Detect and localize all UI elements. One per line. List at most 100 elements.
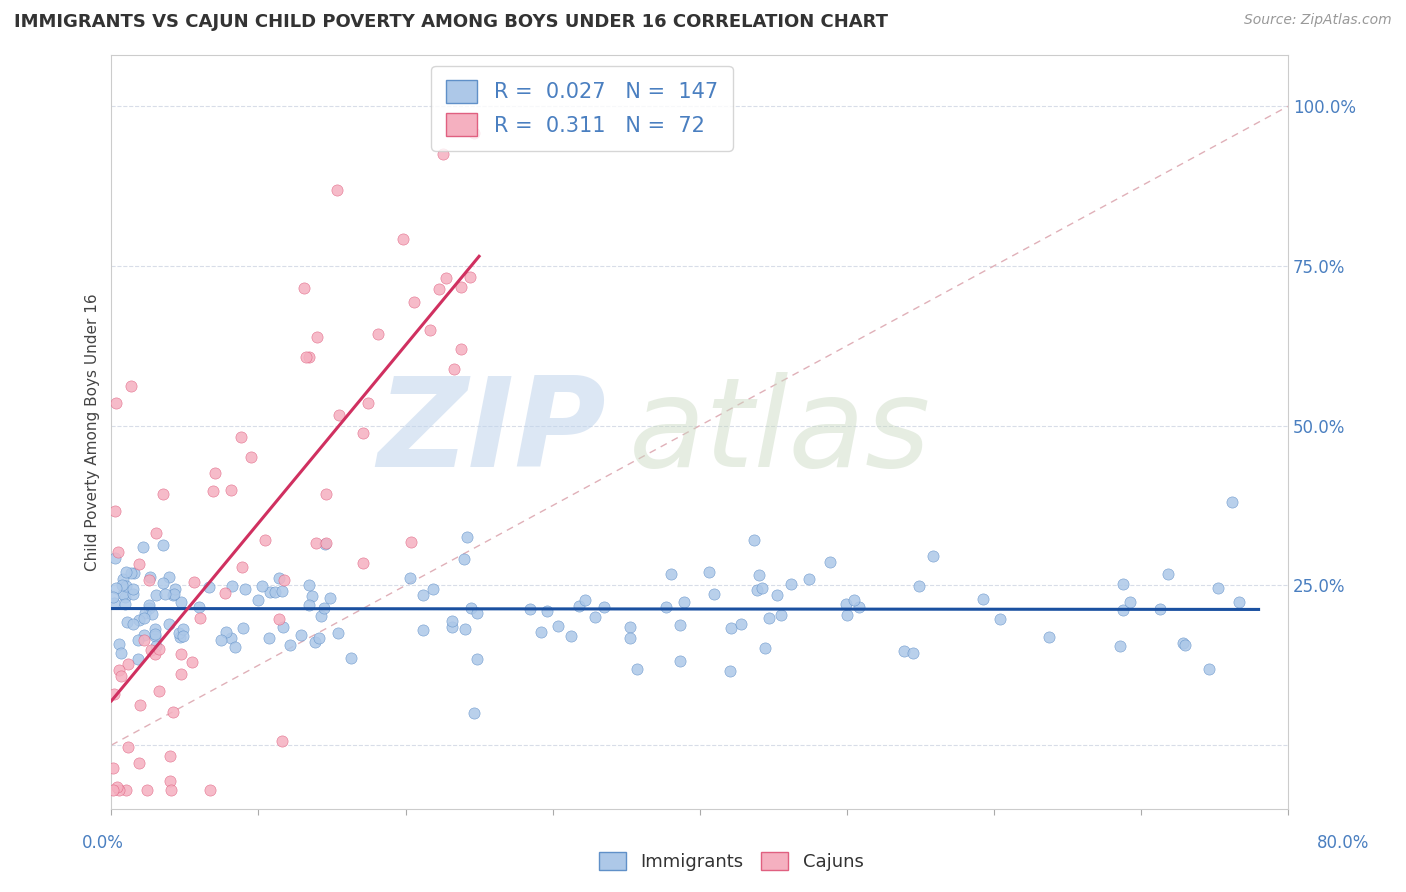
- Point: [138, 573, 160, 587]
- Point: [315, 486, 337, 500]
- Point: [134, 607, 156, 621]
- Point: [560, 629, 582, 643]
- Point: [127, 652, 149, 666]
- Point: [169, 648, 191, 662]
- Point: [172, 622, 194, 636]
- Point: [209, 632, 232, 647]
- Point: [128, 557, 150, 571]
- Point: [101, 762, 124, 776]
- Point: [1198, 662, 1220, 676]
- Point: [1174, 638, 1197, 652]
- Point: [254, 533, 277, 547]
- Point: [702, 587, 724, 601]
- Point: [152, 487, 174, 501]
- Point: [1206, 581, 1229, 595]
- Legend: R =  0.027   N =  147, R =  0.311   N =  72: R = 0.027 N = 147, R = 0.311 N = 72: [432, 65, 733, 151]
- Point: [450, 280, 472, 294]
- Point: [246, 592, 269, 607]
- Point: [145, 627, 167, 641]
- Point: [1149, 602, 1171, 616]
- Point: [290, 628, 312, 642]
- Point: [315, 535, 337, 549]
- Point: [269, 571, 291, 585]
- Point: [530, 624, 553, 639]
- Point: [769, 607, 792, 622]
- Point: [159, 749, 181, 764]
- Text: atlas: atlas: [628, 372, 931, 492]
- Legend: Immigrants, Cajuns: Immigrants, Cajuns: [592, 845, 870, 879]
- Point: [273, 573, 295, 587]
- Point: [747, 583, 769, 598]
- Point: [352, 556, 374, 570]
- Point: [108, 782, 131, 797]
- Point: [162, 705, 184, 719]
- Point: [412, 588, 434, 602]
- Point: [619, 631, 641, 645]
- Point: [157, 570, 180, 584]
- Point: [292, 281, 315, 295]
- Point: [139, 569, 162, 583]
- Point: [160, 782, 183, 797]
- Point: [818, 555, 841, 569]
- Point: [441, 614, 464, 628]
- Point: [111, 577, 134, 591]
- Point: [450, 343, 472, 357]
- Point: [120, 566, 142, 580]
- Point: [107, 663, 129, 677]
- Point: [132, 540, 155, 554]
- Point: [298, 578, 321, 592]
- Point: [259, 584, 281, 599]
- Point: [115, 782, 138, 797]
- Point: [465, 652, 488, 666]
- Point: [718, 664, 741, 678]
- Point: [111, 587, 134, 601]
- Point: [104, 581, 127, 595]
- Point: [162, 587, 184, 601]
- Point: [231, 429, 253, 443]
- Point: [1157, 566, 1180, 581]
- Point: [440, 619, 463, 633]
- Point: [399, 535, 422, 549]
- Point: [412, 624, 434, 638]
- Point: [422, 582, 444, 597]
- Point: [145, 526, 167, 541]
- Point: [626, 662, 648, 676]
- Point: [169, 630, 191, 644]
- Point: [152, 576, 174, 591]
- Point: [143, 630, 166, 644]
- Point: [720, 621, 742, 635]
- Point: [129, 698, 152, 712]
- Point: [367, 326, 389, 341]
- Point: [115, 579, 138, 593]
- Point: [834, 597, 856, 611]
- Point: [901, 646, 924, 660]
- Point: [568, 599, 591, 614]
- Point: [352, 426, 374, 441]
- Point: [519, 602, 541, 616]
- Point: [298, 598, 321, 612]
- Point: [340, 650, 363, 665]
- Point: [309, 608, 332, 623]
- Point: [264, 585, 287, 599]
- Point: [117, 739, 139, 754]
- Point: [188, 611, 211, 625]
- Point: [799, 572, 821, 586]
- Point: [107, 545, 129, 559]
- Point: [547, 619, 569, 633]
- Point: [183, 574, 205, 589]
- Point: [1119, 595, 1142, 609]
- Point: [141, 643, 163, 657]
- Point: [434, 271, 457, 285]
- Point: [110, 646, 132, 660]
- Point: [132, 627, 155, 641]
- Point: [307, 330, 329, 344]
- Point: [988, 611, 1011, 625]
- Point: [267, 612, 290, 626]
- Point: [893, 644, 915, 658]
- Point: [453, 551, 475, 566]
- Point: [120, 379, 142, 393]
- Point: [122, 587, 145, 601]
- Point: [204, 466, 226, 480]
- Text: Source: ZipAtlas.com: Source: ZipAtlas.com: [1244, 13, 1392, 28]
- Point: [114, 565, 136, 579]
